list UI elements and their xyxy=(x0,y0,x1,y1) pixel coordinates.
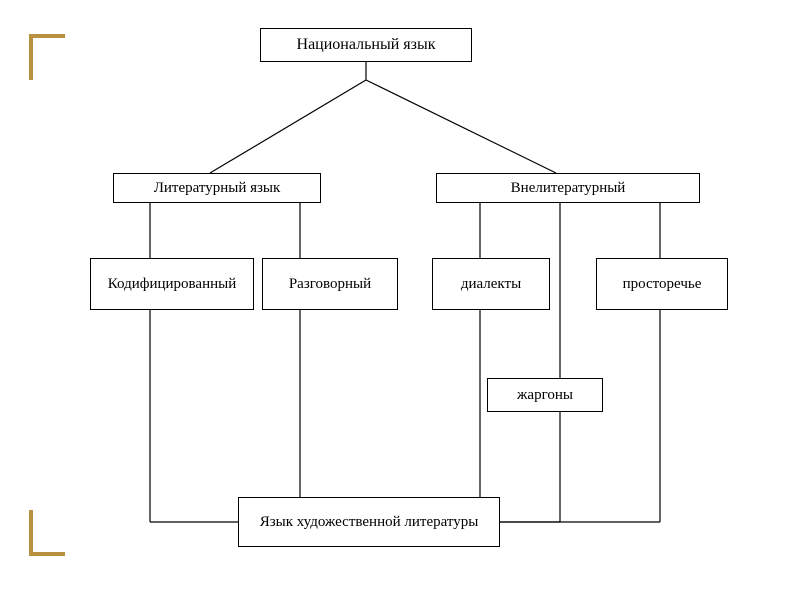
node-label: диалекты xyxy=(461,275,521,293)
node-jargons: жаргоны xyxy=(487,378,603,412)
node-literary-language: Литературный язык xyxy=(113,173,321,203)
node-colloquial: Разговорный xyxy=(262,258,398,310)
node-language-of-literature: Язык художественной литературы xyxy=(238,497,500,547)
node-vernacular: просторечье xyxy=(596,258,728,310)
node-dialects: диалекты xyxy=(432,258,550,310)
node-national-language: Национальный язык xyxy=(260,28,472,62)
node-label: Разговорный xyxy=(289,275,371,293)
node-codified: Кодифицированный xyxy=(90,258,254,310)
corner-bracket-top-left xyxy=(29,34,65,80)
node-label: жаргоны xyxy=(517,386,573,404)
corner-bracket-bottom-left xyxy=(29,510,65,556)
node-label: Кодифицированный xyxy=(108,275,237,293)
node-nonliterary: Внелитературный xyxy=(436,173,700,203)
node-label: Национальный язык xyxy=(297,35,436,54)
node-label: Внелитературный xyxy=(511,179,626,197)
node-label: просторечье xyxy=(623,275,702,293)
node-label: Язык художественной литературы xyxy=(260,513,479,531)
node-label: Литературный язык xyxy=(154,179,281,197)
